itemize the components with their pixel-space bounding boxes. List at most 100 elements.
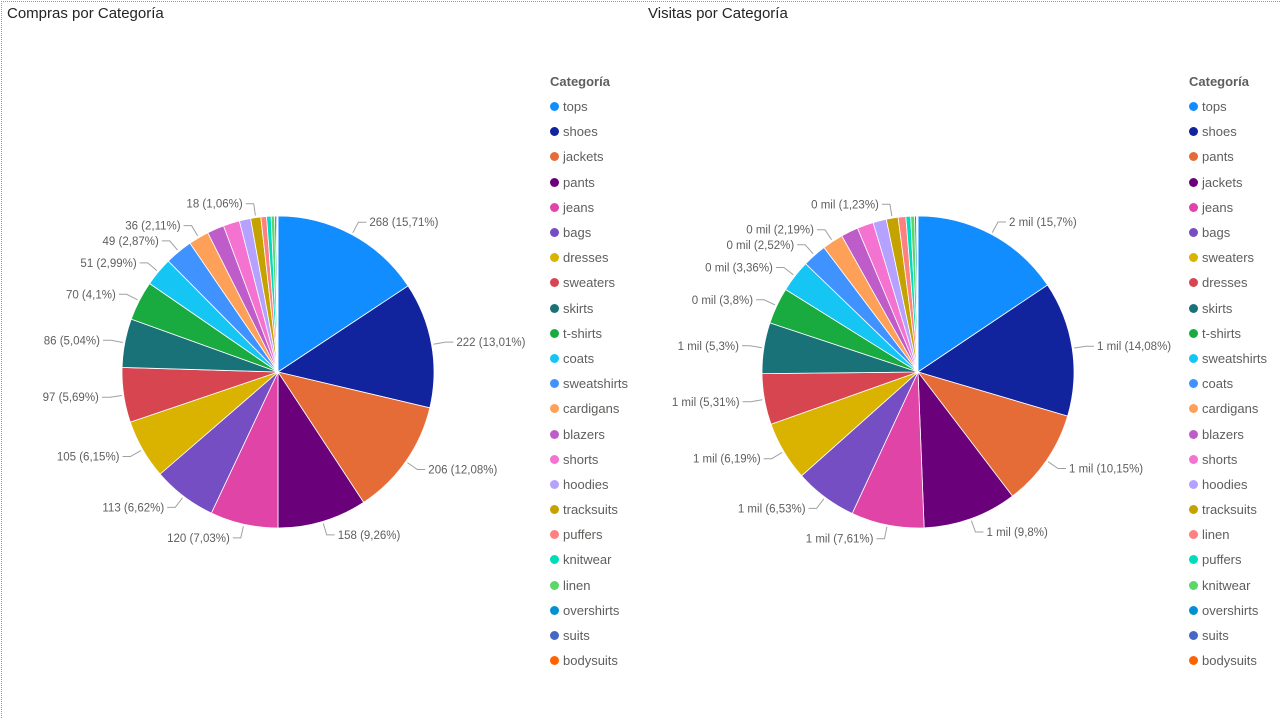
leader-line [433, 341, 454, 345]
leader-line [808, 498, 825, 509]
legend-swatch [1189, 479, 1198, 489]
legend-item-skirts[interactable]: skirts [550, 296, 628, 321]
legend-item-hoodies[interactable]: hoodies [550, 472, 628, 497]
legend-item-sweaters[interactable]: sweaters [550, 270, 628, 295]
legend-swatch [1189, 127, 1198, 137]
legend-item-jackets[interactable]: jackets [550, 144, 628, 169]
legend-swatch [1189, 177, 1198, 187]
legend-swatch [550, 303, 559, 313]
data-label: 51 (2,99%) [80, 258, 136, 270]
pie-slice-pants[interactable] [916, 371, 1069, 497]
leader-line [322, 523, 335, 536]
legend-item-dresses[interactable]: dresses [550, 245, 628, 270]
legend-item-cardigans[interactable]: cardigans [550, 396, 628, 421]
legend-swatch [1189, 530, 1198, 540]
legend-item-dresses[interactable]: dresses [1189, 270, 1267, 295]
legend-swatch [1189, 429, 1198, 439]
legend-label: suits [563, 628, 590, 644]
legend-swatch [1189, 404, 1198, 414]
pie-plot[interactable]: 268 (15,71%) 222 (13,01%) 206 (12,08%) 158 … [0, 0, 641, 720]
legend-item-linen[interactable]: linen [1189, 522, 1267, 547]
legend-item-pants[interactable]: pants [1189, 144, 1267, 169]
data-label: 105 (6,15%) [57, 452, 120, 464]
leader-line [407, 462, 426, 470]
legend-label: linen [563, 577, 591, 593]
legend-item-cardigans[interactable]: cardigans [1189, 396, 1267, 421]
data-label: 70 (4,1%) [66, 289, 116, 301]
legend-item-puffers[interactable]: puffers [1189, 547, 1267, 572]
chart-title: Compras por Categoría [7, 5, 164, 22]
legend-label: cardigans [563, 401, 620, 417]
legend-item-puffers[interactable]: puffers [550, 522, 628, 547]
pie-plot[interactable]: 2 mil (15,7%) 1 mil (14,08%) 1 mil (10,15%… [641, 0, 1282, 720]
legend-item-tracksuits[interactable]: tracksuits [550, 497, 628, 522]
data-label: 18 (1,06%) [186, 199, 242, 211]
legend-item-linen[interactable]: linen [550, 573, 628, 598]
legend-item-pants[interactable]: pants [550, 170, 628, 195]
legend-item-sweaters[interactable]: sweaters [1189, 245, 1267, 270]
pie-chart-compras[interactable]: Compras por Categoría 268 (15,71%) 222 (1… [0, 0, 641, 720]
legend: Categoría tops shoes jackets pants jeans bags… [550, 74, 628, 673]
leader-line [118, 293, 138, 301]
leader-line [232, 526, 244, 539]
legend-item-bags[interactable]: bags [550, 220, 628, 245]
legend-item-coats[interactable]: coats [1189, 371, 1267, 396]
legend-item-knitwear[interactable]: knitwear [1189, 573, 1267, 598]
pie-slice-bodysuits[interactable] [277, 215, 279, 373]
legend-item-shorts[interactable]: shorts [1189, 447, 1267, 472]
legend-item-shoes[interactable]: shoes [550, 119, 628, 144]
legend-item-suits[interactable]: suits [550, 623, 628, 648]
pie-slice-shoes[interactable] [277, 285, 435, 409]
legend-item-sweatshirts[interactable]: sweatshirts [1189, 346, 1267, 371]
legend-swatch [1189, 605, 1198, 615]
legend-item-tops[interactable]: tops [1189, 94, 1267, 119]
legend-item-shoes[interactable]: shoes [1189, 119, 1267, 144]
legend-item-coats[interactable]: coats [550, 346, 628, 371]
pie-slice-jackets[interactable] [277, 371, 431, 503]
legend-item-t-shirts[interactable]: t-shirts [550, 321, 628, 346]
legend-item-skirts[interactable]: skirts [1189, 296, 1267, 321]
legend-item-overshirts[interactable]: overshirts [550, 598, 628, 623]
legend-swatch [1189, 303, 1198, 313]
legend-item-jeans[interactable]: jeans [1189, 195, 1267, 220]
legend-item-jeans[interactable]: jeans [550, 195, 628, 220]
legend-item-bodysuits[interactable]: bodysuits [1189, 648, 1267, 673]
pie-chart-visitas[interactable]: Visitas por Categoría 2 mil (15,7%) 1 mil… [641, 0, 1282, 720]
legend-item-tops[interactable]: tops [550, 94, 628, 119]
legend-label: tops [563, 99, 588, 115]
legend-item-shorts[interactable]: shorts [550, 447, 628, 472]
pie-slice-tops[interactable] [277, 215, 409, 373]
legend-item-bodysuits[interactable]: bodysuits [550, 648, 628, 673]
leader-line [245, 203, 256, 216]
legend-swatch [1189, 353, 1198, 363]
legend-item-tracksuits[interactable]: tracksuits [1189, 497, 1267, 522]
legend-item-jackets[interactable]: jackets [1189, 170, 1267, 195]
legend-title: Categoría [550, 74, 610, 89]
legend-item-t-shirts[interactable]: t-shirts [1189, 321, 1267, 346]
legend-item-blazers[interactable]: blazers [1189, 421, 1267, 446]
legend-swatch [1189, 379, 1198, 389]
pie-slice-tops[interactable] [917, 215, 1049, 373]
legend-label: hoodies [1202, 476, 1248, 492]
legend-item-blazers[interactable]: blazers [550, 421, 628, 446]
legend-item-knitwear[interactable]: knitwear [550, 547, 628, 572]
legend-swatch [1189, 152, 1198, 162]
leader-line [876, 526, 888, 540]
legend-item-sweatshirts[interactable]: sweatshirts [550, 371, 628, 396]
legend-label: sweaters [1202, 250, 1255, 266]
legend-swatch [550, 479, 559, 489]
legend-label: cardigans [1202, 401, 1259, 417]
data-label: 97 (5,69%) [43, 392, 99, 404]
pie-slice-pants[interactable] [277, 370, 365, 529]
legend-label: t-shirts [563, 325, 602, 341]
pie-slice-jackets[interactable] [917, 370, 1014, 529]
leader-line [763, 452, 783, 460]
legend-item-suits[interactable]: suits [1189, 623, 1267, 648]
legend-label: sweatshirts [563, 376, 629, 392]
legend-item-overshirts[interactable]: overshirts [1189, 598, 1267, 623]
data-label: 0 mil (2,19%) [746, 225, 814, 237]
legend-label: jackets [1202, 174, 1243, 190]
legend-item-bags[interactable]: bags [1189, 220, 1267, 245]
legend-swatch [1189, 580, 1198, 590]
legend-item-hoodies[interactable]: hoodies [1189, 472, 1267, 497]
